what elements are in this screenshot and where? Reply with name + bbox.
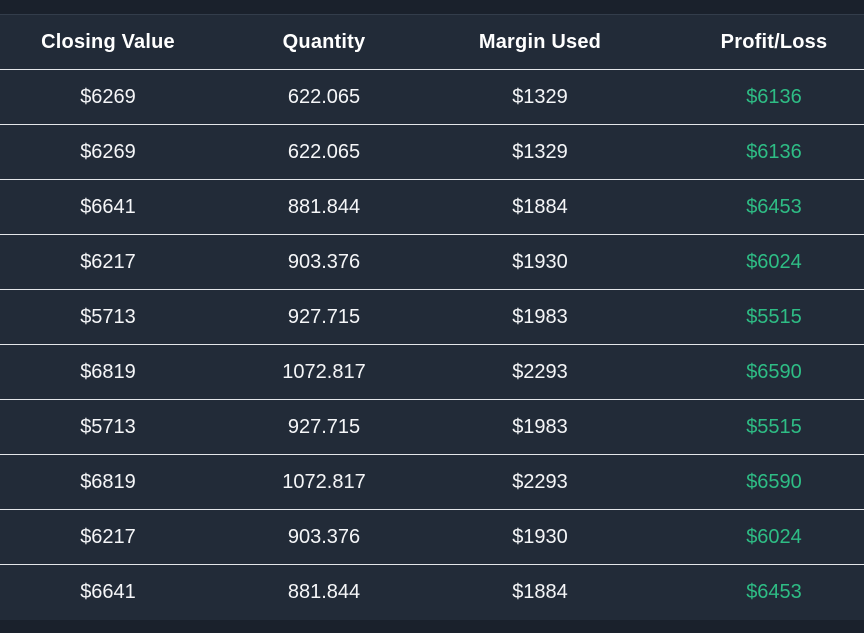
margin-used-cell: $1329 <box>512 85 568 108</box>
table-row: $5713 927.715 $1983 $5515 <box>0 289 864 345</box>
margin-used-cell: $2293 <box>512 470 568 493</box>
margin-used-cell: $1983 <box>512 305 568 328</box>
table-row: $6269 622.065 $1329 $6136 <box>0 69 864 125</box>
margin-used-cell: $1884 <box>512 580 568 603</box>
positions-table-container: Closing Value Quantity Margin Used Profi… <box>0 14 864 620</box>
column-header-profit-loss: Profit/Loss <box>720 30 828 53</box>
positions-table: Closing Value Quantity Margin Used Profi… <box>0 14 864 620</box>
closing-value-cell: $6819 <box>80 360 136 383</box>
table-header: Closing Value Quantity Margin Used Profi… <box>0 15 864 70</box>
profit-loss-cell: $6453 <box>746 580 802 603</box>
closing-value-cell: $6217 <box>80 525 136 548</box>
quantity-cell: 622.065 <box>287 140 361 163</box>
profit-loss-cell: $6453 <box>746 195 802 218</box>
closing-value-cell: $6269 <box>80 85 136 108</box>
table-row: $5713 927.715 $1983 $5515 <box>0 399 864 455</box>
profit-loss-cell: $5515 <box>746 305 802 328</box>
quantity-cell: 903.376 <box>287 525 361 548</box>
table-row: $6819 1072.817 $2293 $6590 <box>0 454 864 510</box>
closing-value-cell: $5713 <box>80 415 136 438</box>
profit-loss-cell: $6590 <box>746 470 802 493</box>
quantity-cell: 1072.817 <box>282 360 366 383</box>
profit-loss-cell: $6024 <box>746 250 802 273</box>
quantity-cell: 927.715 <box>287 305 361 328</box>
closing-value-cell: $5713 <box>80 305 136 328</box>
closing-value-cell: $6217 <box>80 250 136 273</box>
column-header-margin-used: Margin Used <box>478 30 602 53</box>
closing-value-cell: $6641 <box>80 580 136 603</box>
column-header-closing-value: Closing Value <box>41 30 175 53</box>
margin-used-cell: $1983 <box>512 415 568 438</box>
margin-used-cell: $2293 <box>512 360 568 383</box>
margin-used-cell: $1930 <box>512 525 568 548</box>
profit-loss-cell: $6136 <box>746 85 802 108</box>
table-row: $6217 903.376 $1930 $6024 <box>0 234 864 290</box>
profit-loss-cell: $6136 <box>746 140 802 163</box>
table-body: $6269 622.065 $1329 $6136 $6269 622.065 … <box>0 69 864 620</box>
profit-loss-cell: $6590 <box>746 360 802 383</box>
table-row: $6269 622.065 $1329 $6136 <box>0 124 864 180</box>
header-row: Closing Value Quantity Margin Used Profi… <box>0 15 864 70</box>
column-header-quantity: Quantity <box>282 30 366 53</box>
margin-used-cell: $1930 <box>512 250 568 273</box>
margin-used-cell: $1884 <box>512 195 568 218</box>
closing-value-cell: $6641 <box>80 195 136 218</box>
quantity-cell: 1072.817 <box>282 470 366 493</box>
quantity-cell: 881.844 <box>287 195 361 218</box>
closing-value-cell: $6819 <box>80 470 136 493</box>
quantity-cell: 622.065 <box>287 85 361 108</box>
profit-loss-cell: $5515 <box>746 415 802 438</box>
table-row: $6217 903.376 $1930 $6024 <box>0 509 864 565</box>
margin-used-cell: $1329 <box>512 140 568 163</box>
quantity-cell: 903.376 <box>287 250 361 273</box>
profit-loss-cell: $6024 <box>746 525 802 548</box>
quantity-cell: 927.715 <box>287 415 361 438</box>
table-row: $6641 881.844 $1884 $6453 <box>0 179 864 235</box>
quantity-cell: 881.844 <box>287 580 361 603</box>
table-row: $6641 881.844 $1884 $6453 <box>0 564 864 620</box>
closing-value-cell: $6269 <box>80 140 136 163</box>
table-row: $6819 1072.817 $2293 $6590 <box>0 344 864 400</box>
